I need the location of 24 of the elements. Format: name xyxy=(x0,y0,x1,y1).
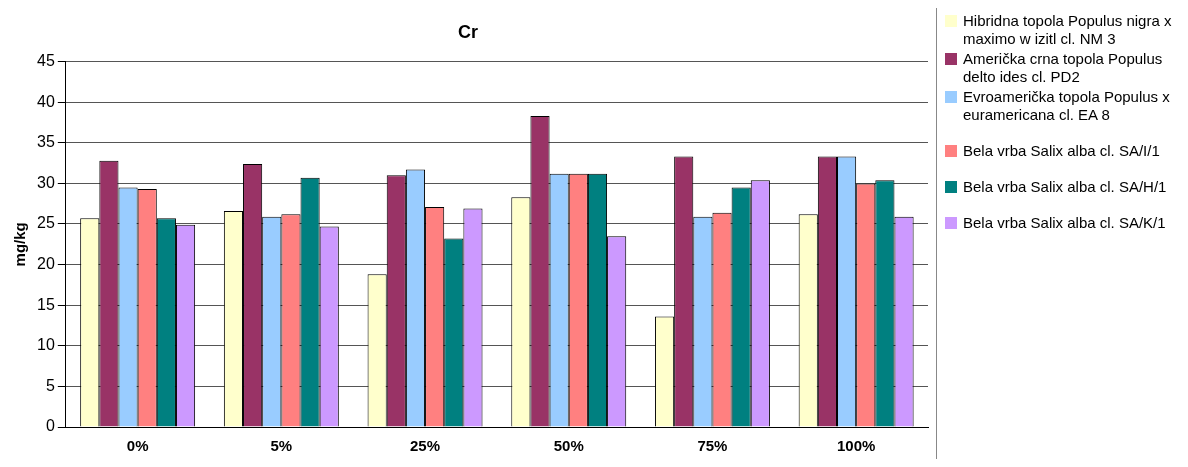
legend-label: Bela vrba Salix alba cl. SA/H/1 xyxy=(963,178,1167,196)
y-tick-label: 5 xyxy=(45,376,55,394)
x-tick-label: 0% xyxy=(126,437,149,455)
y-tick-label: 10 xyxy=(37,336,55,354)
y-axis-title: mg/kg xyxy=(11,222,29,267)
y-tick-label: 40 xyxy=(37,92,55,110)
x-tick-label: 5% xyxy=(270,437,293,455)
chart-title: Cr xyxy=(457,21,479,42)
legend-label: Bela vrba Salix alba cl. SA/I/1 xyxy=(963,142,1160,160)
legend-label: Bela vrba Salix alba cl. SA/K/1 xyxy=(963,214,1166,232)
x-tick-label: 75% xyxy=(697,437,728,455)
legend-label: Američka crna topola Populus delto ides cl. PD2 xyxy=(963,50,1164,86)
x-tick-label: 100% xyxy=(836,437,876,455)
y-tick-label: 45 xyxy=(37,52,55,70)
y-tick-label: 15 xyxy=(37,295,55,313)
x-tick-label: 25% xyxy=(410,437,441,455)
y-tick-label: 20 xyxy=(37,255,55,273)
legend-label: Evroamerička topola Populus x euramericana cl. EA 8 xyxy=(963,88,1171,124)
legend-label: Hibridna topola Populus nigra x maximo w izitl cl. NM 3 xyxy=(963,12,1173,48)
y-tick-label: 30 xyxy=(37,173,55,191)
y-tick-label: 0 xyxy=(45,417,55,435)
x-tick-label: 50% xyxy=(553,437,584,455)
y-tick-label: 25 xyxy=(37,214,55,232)
y-tick-label: 35 xyxy=(37,133,55,151)
